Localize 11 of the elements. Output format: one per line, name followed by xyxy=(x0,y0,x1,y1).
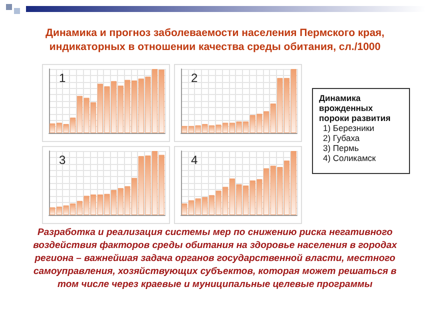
text: Динамика и прогноз заболеваемости населения Пермского края, индикаторных в отношении качества среды обитания, сл./1000 xyxy=(44,26,386,54)
text: 1) Березники xyxy=(323,123,376,133)
annotation: 3 xyxy=(59,153,66,167)
annotation: 2 xyxy=(191,71,198,85)
text: 2) Губаха xyxy=(323,133,361,143)
annotation: 4 xyxy=(191,153,198,167)
text: 3) Пермь xyxy=(323,143,360,153)
text: 4) Соликамск xyxy=(323,153,377,163)
annotation: 1 xyxy=(59,71,66,85)
text: Динамика врожденных пороки развития xyxy=(319,93,392,123)
text: Разработка и реализация системы мер по снижению риска негативного воздействия факторов среды обитания на здоровье населения в городах региона – важнейшая задача органов государственной власти, местного самоуправления, хозяйствующих субъектов, которая может решаться в том числе через краевые и муниципальные целевые программы xyxy=(32,226,398,291)
